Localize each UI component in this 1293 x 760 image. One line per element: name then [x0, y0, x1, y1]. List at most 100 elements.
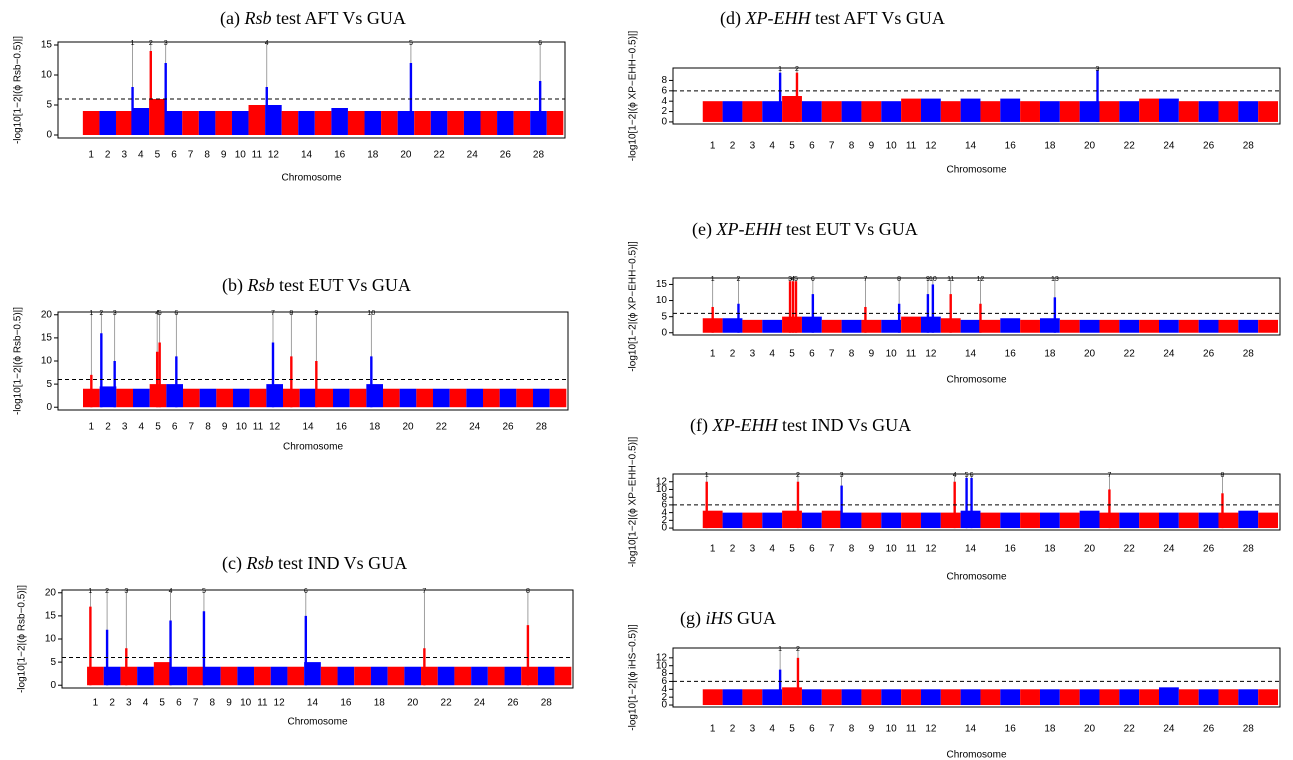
x-tick-label: 26 [1203, 544, 1215, 555]
chromosome-band [216, 388, 233, 408]
x-tick-label: 12 [274, 698, 286, 709]
title-label: (c) [222, 553, 242, 574]
x-tick-label: 8 [205, 422, 211, 433]
chromosome-band [801, 689, 822, 706]
chromosome-band [1158, 319, 1179, 333]
chromosome-band [762, 101, 783, 122]
title-rest: test IND Vs GUA [278, 553, 407, 573]
peak-label: 1 [89, 310, 93, 317]
y-axis-label: -log10[1−2|(ϕ Rsb−0.5)|] [13, 307, 24, 415]
x-tick-label: 22 [1124, 141, 1136, 152]
x-tick-label: 18 [374, 698, 386, 709]
peak [175, 356, 178, 408]
x-tick-label: 2 [109, 698, 115, 709]
peak [791, 281, 795, 333]
chromosome-band [115, 111, 133, 135]
x-tick-label: 3 [121, 150, 127, 161]
chromosome-band [1238, 101, 1259, 122]
chromosome-band [1139, 319, 1159, 333]
title-label: (e) [692, 219, 712, 240]
chromosome-band [980, 512, 1001, 529]
x-tick-label: 28 [536, 422, 548, 433]
peak-label: 1 [88, 588, 92, 595]
x-tick-label: 9 [222, 422, 228, 433]
chromosome-band [546, 111, 564, 135]
y-tick-label: 20 [45, 587, 57, 598]
chromosome-band [901, 512, 921, 529]
chromosome-band [1178, 101, 1199, 122]
peak [795, 72, 799, 122]
chromosome-band [1079, 689, 1100, 706]
x-tick-label: 5 [155, 422, 161, 433]
chromosome-band [960, 98, 981, 122]
x-tick-label: 20 [1084, 724, 1096, 735]
chromosome-band [1079, 510, 1100, 529]
peak-label: 8 [289, 310, 293, 317]
chromosome-band [153, 662, 171, 686]
x-tick-label: 24 [1163, 349, 1175, 360]
chromosome-band [881, 689, 902, 706]
x-tick-label: 14 [965, 141, 977, 152]
chromosome-band [841, 101, 862, 122]
x-tick-label: 24 [469, 422, 481, 433]
x-tick-label: 5 [159, 698, 165, 709]
peak-label: 6 [174, 310, 178, 317]
chromosome-band [463, 111, 481, 135]
chromosome-band [449, 388, 467, 408]
x-tick-label: 11 [252, 150, 263, 161]
peak-label: 8 [1221, 472, 1225, 479]
chromosome-band [333, 388, 350, 408]
peak-label: 8 [897, 276, 901, 283]
x-tick-label: 28 [1243, 544, 1255, 555]
y-axis-label: -log10[1−2|(ϕ XP−EHH−0.5)|] [628, 241, 639, 372]
peak-label: 9 [314, 310, 318, 317]
chromosome-band [1218, 101, 1239, 122]
peak-label: 6 [304, 588, 308, 595]
chromosome-band [1099, 689, 1120, 706]
chromosome-band [1039, 689, 1060, 706]
chromosome-band [198, 111, 216, 135]
chromosome-band [940, 101, 961, 122]
chromosome-band [1139, 512, 1159, 529]
chromosome-band [404, 666, 422, 686]
x-tick-label: 3 [750, 349, 756, 360]
chromosome-band [480, 111, 498, 135]
chromosome-band [166, 384, 183, 408]
chromosome-band [414, 111, 431, 135]
y-tick-label: 4 [661, 96, 667, 107]
title-rest: test EUT Vs GUA [786, 219, 918, 239]
x-tick-label: 18 [1044, 141, 1056, 152]
y-tick-label: 8 [661, 75, 667, 86]
chromosome-band [742, 319, 763, 333]
x-tick-label: 2 [730, 349, 736, 360]
chromosome-band [821, 510, 842, 529]
y-tick-label: 2 [661, 106, 667, 117]
peak [949, 294, 952, 333]
y-tick-label: 0 [46, 402, 52, 413]
chart-title: (c) Rsb test IND Vs GUA [222, 553, 407, 574]
chromosome-band [1000, 318, 1021, 333]
chromosome-band [742, 689, 763, 706]
chromosome-band [399, 388, 417, 408]
peak [778, 72, 782, 122]
peak-label: 4 [155, 310, 159, 317]
peak-label: 7 [422, 588, 426, 595]
chromosome-band [1039, 512, 1060, 529]
x-tick-label: 6 [809, 141, 815, 152]
chromosome-band [1000, 689, 1021, 706]
x-tick-label: 26 [502, 422, 514, 433]
peak [811, 294, 815, 333]
y-tick-label: 10 [41, 70, 53, 81]
x-tick-label: 3 [750, 544, 756, 555]
plot-frame [672, 473, 1281, 531]
chromosome-band [513, 111, 531, 135]
peak [202, 611, 206, 686]
x-tick-label: 4 [143, 698, 149, 709]
x-tick-label: 6 [809, 544, 815, 555]
chromosome-band [516, 388, 533, 408]
x-tick-label: 16 [1005, 544, 1017, 555]
chromosome-band [980, 319, 1001, 333]
